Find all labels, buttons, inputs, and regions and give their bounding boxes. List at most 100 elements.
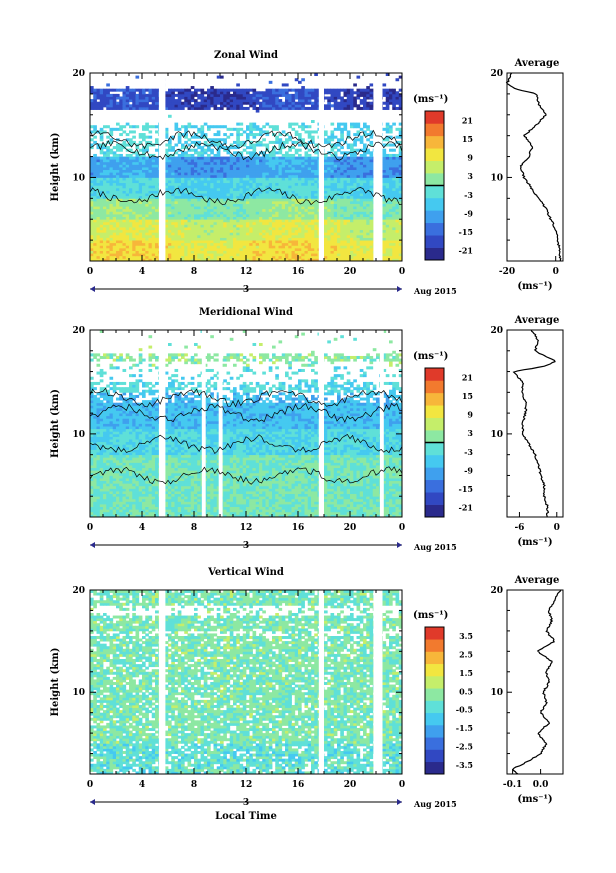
zonal-heatmap-cell xyxy=(382,232,387,236)
zonal-heatmap-cell xyxy=(333,195,338,199)
zonal-heatmap-cell xyxy=(259,190,263,194)
zonal-heatmap-cell xyxy=(265,164,270,168)
zonal-heatmap-cell xyxy=(288,164,292,168)
zonal-heatmap-cell xyxy=(171,214,175,218)
zonal-heatmap-cell xyxy=(135,156,140,160)
zonal-heatmap-cell xyxy=(363,104,367,108)
zonal-heatmap-cell xyxy=(203,245,208,249)
zonal-heatmap-cell xyxy=(190,187,195,191)
zonal-heatmap-cell xyxy=(330,172,335,176)
zonal-heatmap-cell xyxy=(96,200,101,204)
zonal-heatmap-cell xyxy=(363,164,367,168)
zonal-heatmap-cell xyxy=(262,96,266,100)
zonal-heatmap-cell xyxy=(164,101,169,105)
zonal-heatmap-cell xyxy=(116,255,120,259)
zonal-heatmap-cell xyxy=(99,255,104,259)
zonal-heatmap-cell xyxy=(242,258,247,262)
zonal-heatmap-cell xyxy=(333,211,338,215)
zonal-heatmap-cell xyxy=(307,99,312,103)
zonal-heatmap-cell xyxy=(291,177,296,181)
zonal-heatmap-cell xyxy=(236,200,240,204)
zonal-heatmap-cell xyxy=(275,250,279,254)
zonal-heatmap-cell xyxy=(116,229,120,233)
zonal-heatmap-cell xyxy=(138,216,143,220)
zonal-heatmap-cell xyxy=(184,187,188,191)
zonal-heatmap-cell xyxy=(90,167,94,171)
zonal-heatmap-cell xyxy=(129,156,133,160)
zonal-heatmap-cell xyxy=(220,208,224,212)
zonal-heatmap-cell xyxy=(177,140,182,144)
zonal-heatmap-cell xyxy=(233,93,237,97)
zonal-heatmap-cell xyxy=(223,242,227,246)
zonal-heatmap-cell xyxy=(262,153,266,157)
zonal-heatmap-cell xyxy=(109,232,114,236)
zonal-heatmap-cell xyxy=(395,180,400,184)
zonal-heatmap-cell xyxy=(311,195,315,199)
zonal-heatmap-cell xyxy=(337,190,341,194)
zonal-heatmap-cell xyxy=(343,216,348,220)
zonal-heatmap-cell xyxy=(353,190,357,194)
zonal-heatmap-cell xyxy=(330,193,335,197)
zonal-heatmap-cell xyxy=(171,206,175,210)
zonal-heatmap-cell xyxy=(389,211,393,215)
zonal-heatmap-cell xyxy=(106,96,110,100)
zonal-heatmap-cell xyxy=(168,161,172,165)
zonal-heatmap-cell xyxy=(116,237,120,241)
zonal-heatmap-cell xyxy=(142,221,146,225)
zonal-heatmap-cell xyxy=(138,237,143,241)
zonal-heatmap-cell xyxy=(327,211,331,215)
zonal-heatmap-cell xyxy=(96,227,101,231)
zonal-heatmap-cell xyxy=(343,177,348,181)
zonal-heatmap-cell xyxy=(275,172,279,176)
zonal-heatmap-cell xyxy=(203,240,208,244)
zonal-heatmap-cell xyxy=(239,247,244,251)
zonal-heatmap-cell xyxy=(112,237,117,241)
zonal-heatmap-cell xyxy=(135,174,140,178)
zonal-heatmap-cell xyxy=(252,206,257,210)
zonal-heatmap-cell xyxy=(96,180,101,184)
zonal-heatmap-cell xyxy=(174,200,179,204)
zonal-heatmap-cell xyxy=(314,195,318,199)
zonal-heatmap-cell xyxy=(142,164,146,168)
zonal-heatmap-cell xyxy=(294,182,299,186)
zonal-heatmap-cell xyxy=(207,200,211,204)
zonal-heatmap-cell xyxy=(275,182,279,186)
zonal-heatmap-cell xyxy=(246,208,250,212)
zonal-heatmap-cell xyxy=(122,99,127,103)
zonal-heatmap-cell xyxy=(369,237,374,241)
zonal-heatmap-cell xyxy=(181,227,185,231)
zonal-heatmap-cell xyxy=(93,187,97,191)
zonal-heatmap-cell xyxy=(278,185,283,189)
zonal-heatmap-cell xyxy=(171,240,175,244)
zonal-heatmap-cell xyxy=(363,203,367,207)
zonal-heatmap-cell xyxy=(119,172,123,176)
zonal-heatmap-cell xyxy=(226,96,231,100)
zonal-heatmap-cell xyxy=(301,229,305,233)
zonal-heatmap-cell xyxy=(294,200,299,204)
zonal-heatmap-cell xyxy=(294,206,299,210)
zonal-heatmap-cell xyxy=(233,203,237,207)
zonal-heatmap-cell xyxy=(327,195,331,199)
zonal-heatmap-cell xyxy=(125,174,130,178)
zonal-heatmap-cell xyxy=(311,172,315,176)
zonal-heatmap-cell xyxy=(278,234,283,238)
zonal-heatmap-cell xyxy=(389,159,393,163)
zonal-heatmap-cell xyxy=(96,185,101,189)
zonal-heatmap-cell xyxy=(385,122,390,126)
zonal-heatmap-cell xyxy=(262,138,266,142)
zonal-heatmap-cell xyxy=(350,193,354,197)
zonal-heatmap-cell xyxy=(116,245,120,249)
zonal-heatmap-cell xyxy=(395,187,400,191)
zonal-heatmap-cell xyxy=(187,227,192,231)
zonal-heatmap-cell xyxy=(203,237,208,241)
zonal-heatmap-cell xyxy=(181,125,185,129)
zonal-heatmap-cell xyxy=(135,187,140,191)
zonal-heatmap-cell xyxy=(392,156,396,160)
zonal-heatmap-cell xyxy=(223,229,227,233)
zonal-heatmap-cell xyxy=(229,143,234,147)
zonal-heatmap-cell xyxy=(236,247,240,251)
zonal-heatmap-cell xyxy=(363,193,367,197)
zonal-heatmap-cell xyxy=(125,133,130,137)
zonal-heatmap-cell xyxy=(314,164,318,168)
zonal-heatmap-cell xyxy=(288,200,292,204)
